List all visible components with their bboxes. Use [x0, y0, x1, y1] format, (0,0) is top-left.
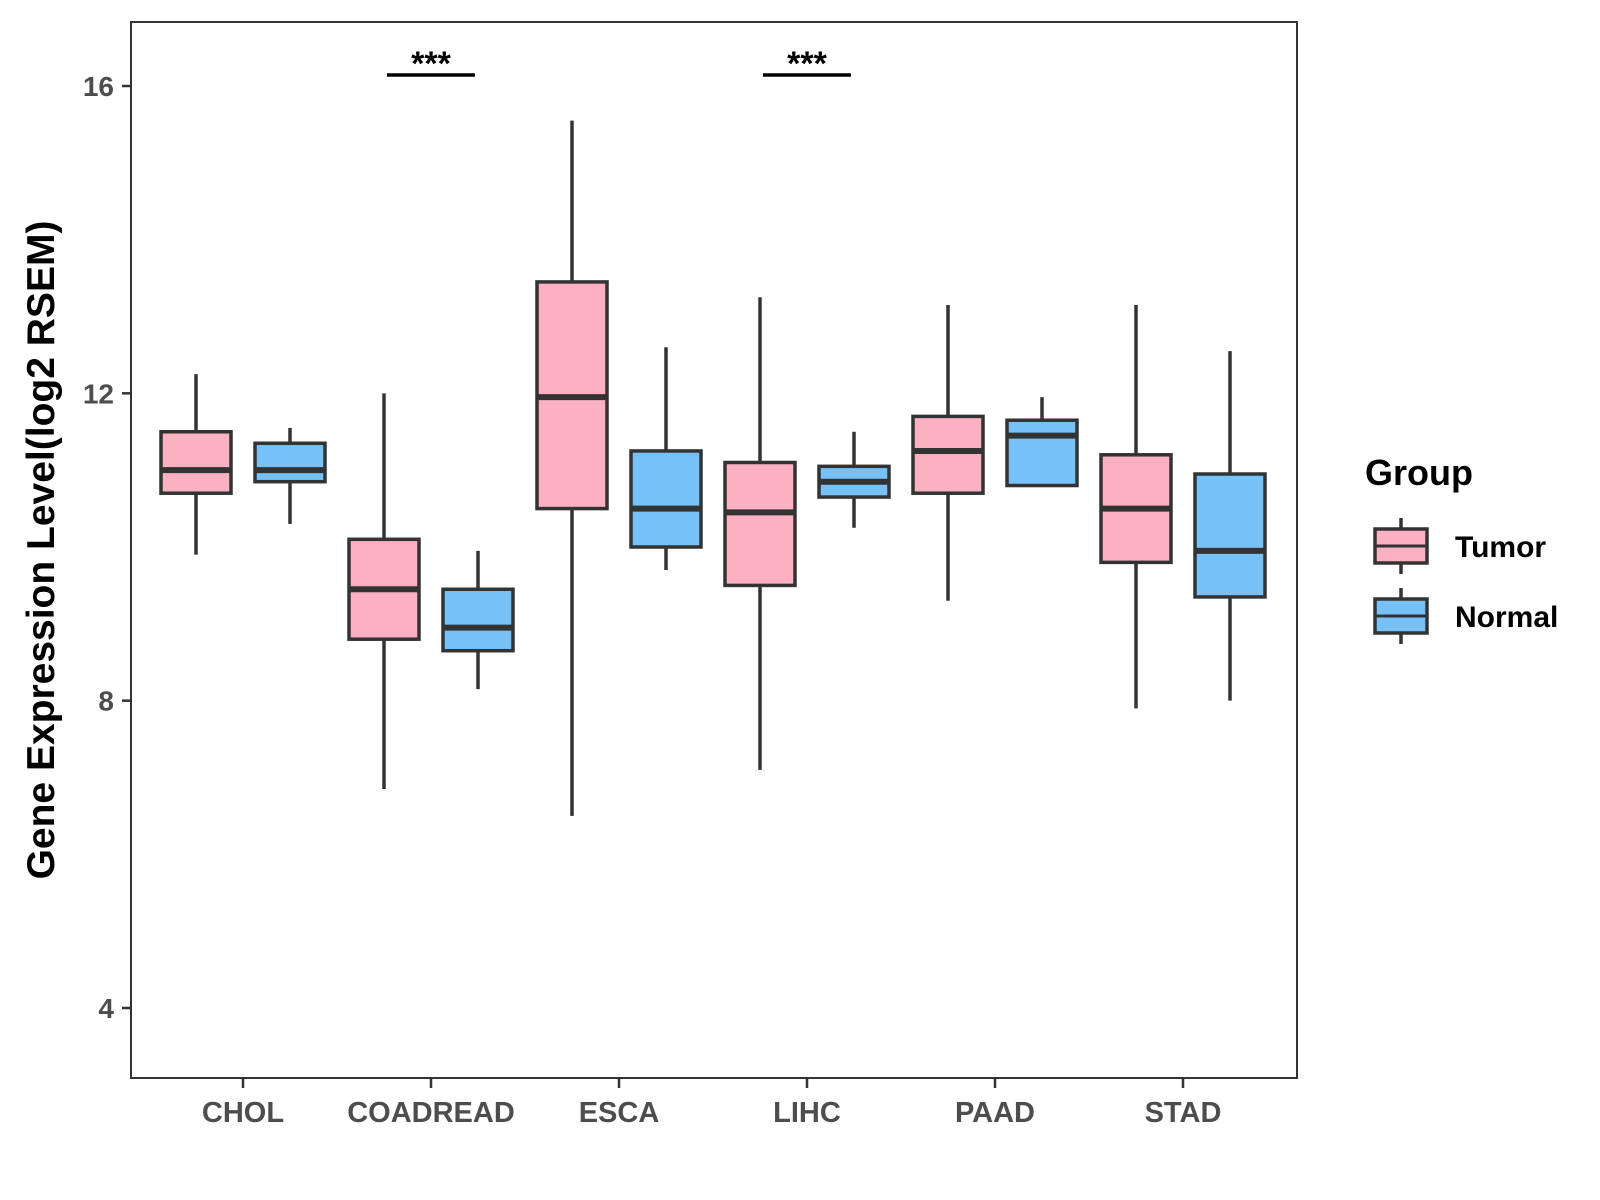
boxes-layer: [159, 120, 1267, 816]
y-tick-label: 12: [83, 378, 114, 409]
y-axis: 4 8 12 16: [83, 71, 131, 1024]
y-axis-title: Gene Expression Level(log2 RSEM): [20, 221, 63, 880]
box-tumor-paad: [911, 304, 985, 601]
box-body: [629, 449, 703, 549]
box-normal-esca: [629, 347, 703, 571]
y-tick-label: 8: [98, 686, 114, 717]
x-tick-label: PAAD: [955, 1097, 1035, 1129]
legend-label: Normal: [1455, 601, 1558, 634]
legend-item-tumor: Tumor: [1373, 518, 1546, 574]
box-normal-paad: [1005, 397, 1079, 488]
box-tumor-stad: [1099, 304, 1173, 709]
significance-lihc: ***: [763, 45, 851, 83]
box-tumor-chol: [159, 374, 233, 555]
box-body: [441, 587, 515, 653]
box-body: [253, 441, 327, 484]
significance-coadread: ***: [387, 45, 475, 83]
x-tick-label: LIHC: [773, 1097, 841, 1129]
significance-label: ***: [787, 45, 827, 83]
box-normal-lihc: [817, 431, 891, 528]
significance-layer: *** ***: [387, 45, 851, 83]
y-tick-label: 16: [83, 71, 114, 102]
box-normal-stad: [1193, 351, 1267, 701]
box-body: [911, 414, 985, 495]
box-body: [159, 430, 233, 495]
box-normal-chol: [253, 427, 327, 524]
legend-title: Group: [1365, 452, 1473, 493]
box-body: [1005, 418, 1079, 488]
y-tick-label: 4: [98, 993, 114, 1024]
box-tumor-coadread: [347, 393, 421, 790]
x-tick-label: ESCA: [579, 1097, 660, 1129]
legend-item-normal: Normal: [1373, 588, 1558, 644]
x-tick-label: STAD: [1145, 1097, 1222, 1129]
box-tumor-esca: [535, 120, 609, 816]
legend-label: Tumor: [1455, 531, 1546, 564]
box-body: [723, 460, 797, 588]
box-body: [1193, 472, 1267, 599]
box-tumor-lihc: [723, 297, 797, 770]
box-normal-coadread: [441, 550, 515, 690]
x-tick-label: CHOL: [202, 1097, 284, 1129]
x-axis: CHOL COADREAD ESCA LIHC PAAD STAD: [202, 1078, 1221, 1129]
x-tick-label: COADREAD: [347, 1097, 515, 1129]
significance-label: ***: [411, 45, 451, 83]
legend: Group Tumor Normal: [1365, 452, 1558, 644]
